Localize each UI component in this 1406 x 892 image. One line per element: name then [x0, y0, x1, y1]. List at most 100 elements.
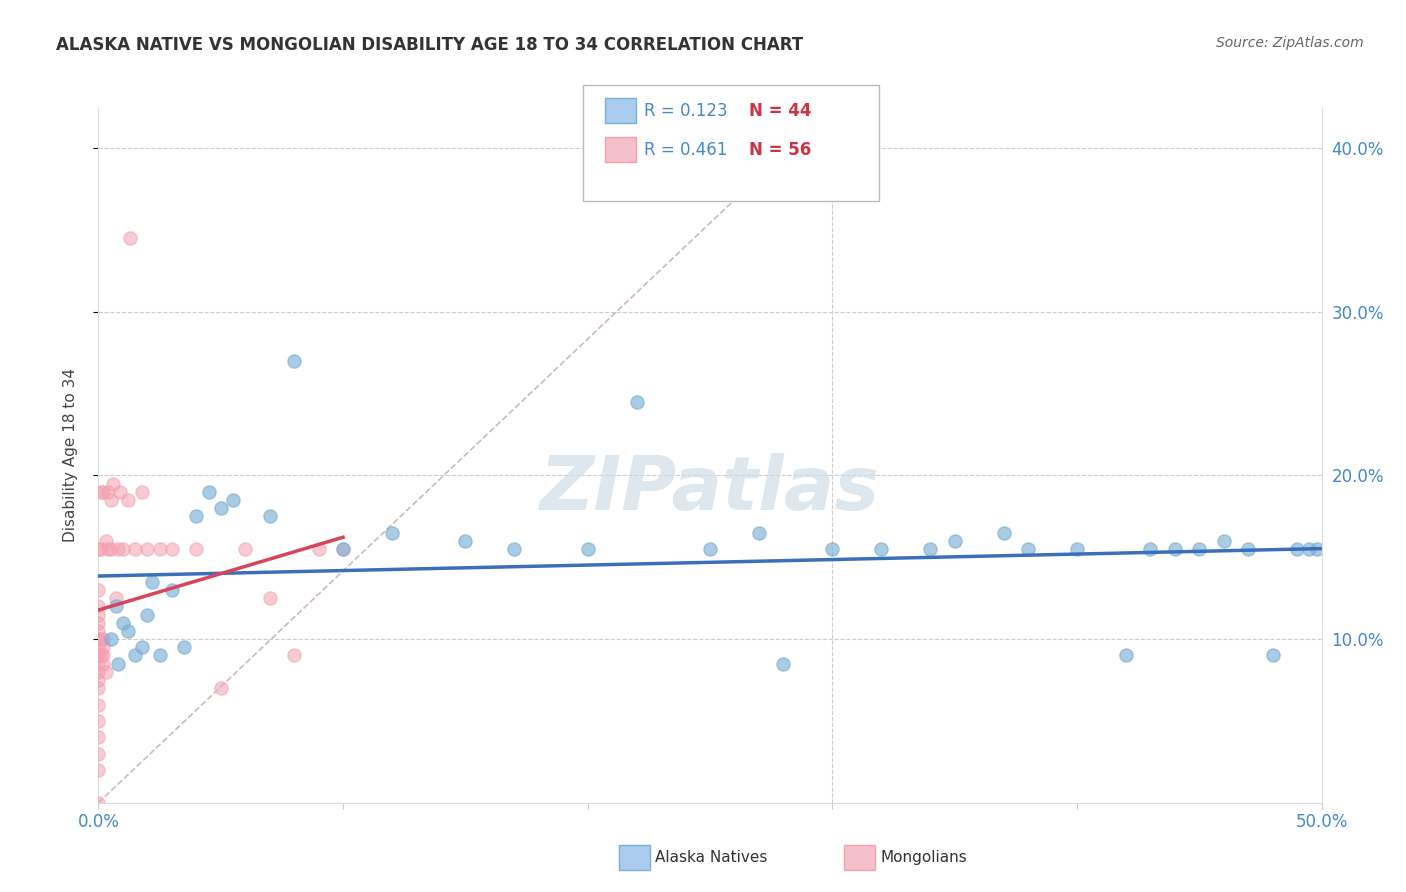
Point: [772, 657, 794, 671]
Point: [117, 624, 139, 638]
Point: [111, 542, 134, 557]
Point: [100, 632, 122, 646]
Point: [1188, 542, 1211, 557]
Text: ZIPatlas: ZIPatlas: [540, 453, 880, 526]
Point: [332, 542, 354, 557]
Point: [87, 731, 110, 745]
Point: [186, 509, 208, 524]
Text: Alaska Natives: Alaska Natives: [655, 850, 768, 864]
Point: [91, 640, 114, 655]
Point: [94, 665, 117, 679]
Point: [107, 542, 129, 557]
Point: [124, 648, 146, 663]
Point: [233, 542, 256, 557]
Point: [107, 657, 129, 671]
Point: [87, 681, 110, 696]
Point: [87, 632, 110, 646]
Point: [94, 533, 117, 548]
Point: [111, 615, 134, 630]
Point: [920, 542, 942, 557]
Point: [699, 542, 721, 557]
Point: [160, 582, 183, 597]
Point: [1066, 542, 1088, 557]
Point: [308, 542, 330, 557]
Point: [90, 632, 112, 646]
Point: [90, 542, 112, 557]
Point: [1286, 542, 1309, 557]
Point: [100, 492, 122, 507]
Point: [87, 542, 110, 557]
Point: [1139, 542, 1161, 557]
Point: [131, 640, 153, 655]
Point: [101, 476, 124, 491]
Point: [1237, 542, 1260, 557]
Point: [1164, 542, 1187, 557]
Point: [117, 492, 139, 507]
Point: [222, 492, 245, 507]
Point: [332, 542, 354, 557]
Point: [87, 615, 110, 630]
Point: [91, 632, 114, 646]
Point: [136, 542, 159, 557]
Point: [91, 657, 114, 671]
Point: [97, 484, 120, 499]
Point: [104, 599, 127, 614]
Point: [1115, 648, 1137, 663]
Point: [136, 607, 159, 622]
Text: R = 0.123: R = 0.123: [644, 102, 727, 120]
Point: [748, 525, 770, 540]
Point: [87, 665, 110, 679]
Point: [91, 648, 114, 663]
Text: N = 44: N = 44: [749, 102, 811, 120]
Point: [131, 484, 153, 499]
Point: [943, 533, 966, 548]
Point: [91, 484, 114, 499]
Point: [104, 591, 127, 606]
Point: [90, 484, 112, 499]
Point: [209, 681, 232, 696]
Point: [283, 648, 305, 663]
Point: [186, 542, 208, 557]
Point: [1261, 648, 1284, 663]
Point: [97, 542, 120, 557]
Point: [87, 698, 110, 712]
Point: [821, 542, 844, 557]
Point: [870, 542, 893, 557]
Point: [87, 632, 110, 646]
Point: [1212, 533, 1234, 548]
Point: [87, 657, 110, 671]
Point: [100, 542, 122, 557]
Point: [87, 640, 110, 655]
Point: [149, 542, 172, 557]
Point: [160, 542, 183, 557]
Point: [259, 509, 281, 524]
Point: [87, 607, 110, 622]
Point: [87, 624, 110, 638]
Point: [1017, 542, 1039, 557]
Point: [576, 542, 599, 557]
Point: [1306, 542, 1329, 557]
Point: [173, 640, 195, 655]
Point: [626, 394, 648, 409]
Point: [503, 542, 526, 557]
Point: [110, 484, 132, 499]
Point: [454, 533, 477, 548]
Point: [120, 231, 142, 245]
Point: [87, 747, 110, 761]
Point: [87, 632, 110, 646]
Point: [209, 501, 232, 516]
Text: N = 56: N = 56: [749, 141, 811, 159]
Point: [87, 582, 110, 597]
Point: [87, 714, 110, 728]
Point: [87, 648, 110, 663]
Point: [259, 591, 281, 606]
Point: [283, 353, 305, 368]
Text: R = 0.461: R = 0.461: [644, 141, 727, 159]
Point: [141, 574, 163, 589]
Point: [87, 796, 110, 810]
Text: Source: ZipAtlas.com: Source: ZipAtlas.com: [1216, 36, 1364, 50]
Point: [87, 648, 110, 663]
Point: [993, 525, 1015, 540]
Point: [87, 763, 110, 777]
Point: [1298, 542, 1320, 557]
